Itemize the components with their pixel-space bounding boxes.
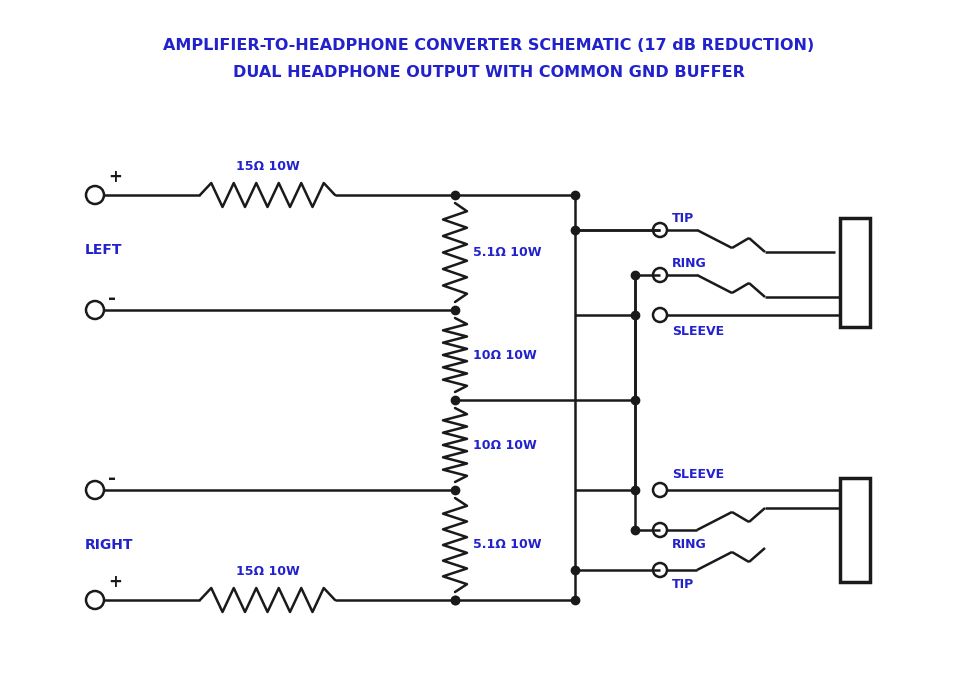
Text: 10Ω 10W: 10Ω 10W	[473, 348, 536, 362]
Text: AMPLIFIER-TO-HEADPHONE CONVERTER SCHEMATIC (17 dB REDUCTION): AMPLIFIER-TO-HEADPHONE CONVERTER SCHEMAT…	[163, 37, 814, 52]
Text: LEFT: LEFT	[85, 243, 122, 257]
Text: SLEEVE: SLEEVE	[672, 468, 724, 480]
Text: TIP: TIP	[672, 212, 695, 224]
Text: +: +	[108, 168, 122, 186]
Text: RING: RING	[672, 538, 706, 551]
Text: TIP: TIP	[672, 578, 695, 591]
Text: 15Ω 10W: 15Ω 10W	[235, 565, 299, 578]
Text: 10Ω 10W: 10Ω 10W	[473, 439, 536, 451]
Text: SLEEVE: SLEEVE	[672, 324, 724, 337]
Text: 15Ω 10W: 15Ω 10W	[235, 160, 299, 173]
Text: 5.1Ω 10W: 5.1Ω 10W	[473, 538, 541, 551]
Text: RIGHT: RIGHT	[85, 538, 134, 552]
Text: -: -	[108, 288, 116, 308]
Text: RING: RING	[672, 257, 706, 270]
Text: 5.1Ω 10W: 5.1Ω 10W	[473, 246, 541, 259]
Bar	[840, 218, 870, 327]
Text: -: -	[108, 469, 116, 488]
Bar	[840, 478, 870, 582]
Text: +: +	[108, 573, 122, 591]
Text: DUAL HEADPHONE OUTPUT WITH COMMON GND BUFFER: DUAL HEADPHONE OUTPUT WITH COMMON GND BU…	[233, 64, 744, 79]
